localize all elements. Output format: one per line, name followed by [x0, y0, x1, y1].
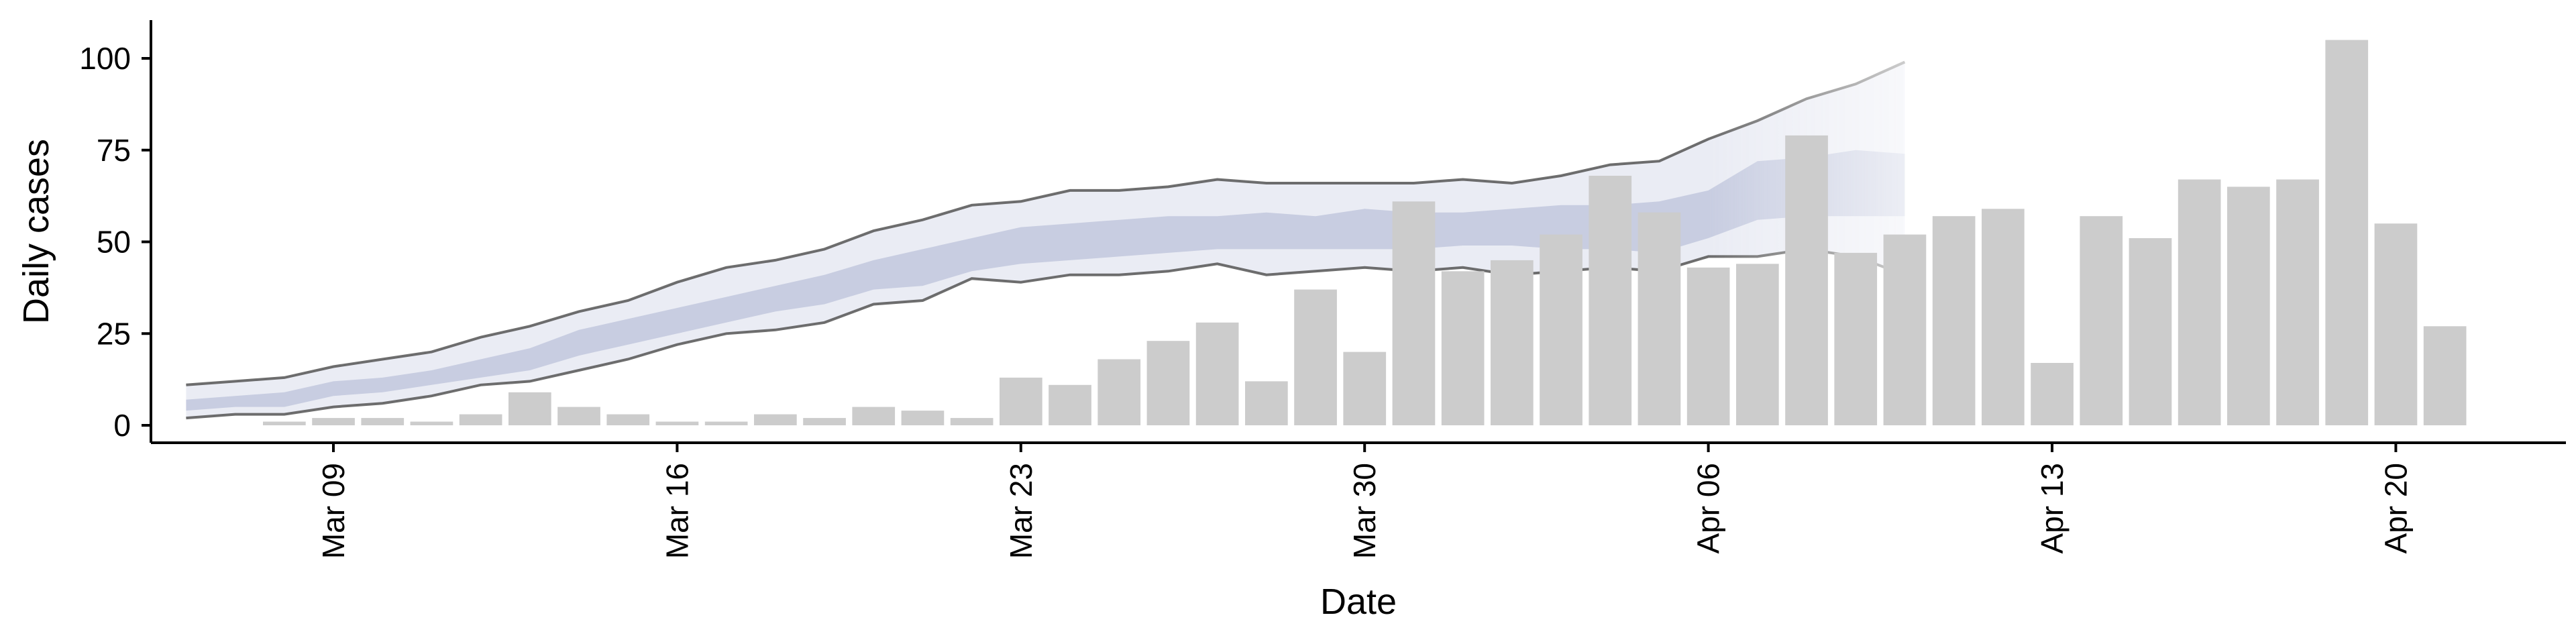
bar-2020-04-16: [2178, 179, 2221, 425]
estimate-inner-band: [186, 150, 1905, 411]
bar-2020-04-20: [2374, 223, 2418, 425]
labels-layer: 0 25 50 75 100 Mar 09 Mar 16 Mar 23 Mar 30 Apr 06…: [16, 41, 2413, 622]
bar-2020-04-09: [1834, 252, 1878, 425]
bar-2020-03-14: [557, 407, 600, 425]
bar-2020-03-12: [459, 414, 502, 425]
bar-2020-03-30: [1343, 352, 1387, 425]
bar-2020-03-18: [754, 414, 797, 425]
y-axis-title: Daily cases: [16, 139, 56, 324]
bars-layer: [263, 40, 2467, 426]
y-tick-label: 25: [97, 316, 131, 351]
bar-2020-04-15: [2129, 238, 2172, 425]
bar-2020-04-21: [2423, 326, 2467, 425]
bar-2020-04-07: [1736, 264, 1779, 425]
y-tick-label: 0: [113, 408, 131, 443]
x-tick-label: Mar 16: [659, 463, 694, 559]
bar-2020-03-19: [803, 418, 846, 425]
bar-2020-03-20: [852, 407, 896, 425]
bar-2020-03-11: [410, 421, 453, 425]
bar-2020-03-25: [1097, 359, 1141, 425]
bar-2020-03-21: [901, 411, 945, 425]
estimate-outer-band: [186, 62, 1905, 419]
x-tick-label: Apr 06: [1691, 463, 1726, 554]
bar-2020-03-23: [1000, 377, 1042, 425]
bar-2020-03-31: [1392, 201, 1436, 425]
bar-2020-04-19: [2325, 40, 2369, 426]
bar-2020-03-16: [655, 421, 699, 425]
bar-2020-04-08: [1785, 135, 1828, 425]
estimate-upper-bound-line: [186, 60, 1906, 386]
bar-2020-03-28: [1245, 381, 1288, 425]
bar-2020-03-13: [508, 392, 551, 425]
bar-2020-04-02: [1491, 260, 1534, 425]
bar-2020-04-18: [2276, 179, 2319, 425]
bar-2020-04-17: [2227, 186, 2270, 425]
bar-2020-04-04: [1589, 176, 1632, 425]
bar-2020-04-10: [1883, 234, 1927, 425]
bar-2020-04-14: [2080, 216, 2123, 425]
bar-2020-03-17: [704, 421, 748, 425]
x-tick-label: Mar 23: [1004, 463, 1038, 559]
bar-2020-04-06: [1686, 267, 1730, 425]
x-tick-label: Apr 20: [2378, 463, 2413, 554]
bar-2020-03-24: [1049, 384, 1091, 425]
x-tick-label: Apr 13: [2035, 463, 2070, 554]
bar-2020-03-27: [1195, 322, 1239, 425]
x-tick-label: Mar 30: [1347, 463, 1382, 559]
bar-2020-03-26: [1146, 341, 1190, 425]
axes-layer: [142, 20, 2566, 452]
bar-2020-04-13: [2031, 363, 2074, 425]
bar-2020-04-12: [1982, 209, 2025, 425]
y-tick-label: 75: [97, 133, 131, 168]
bar-2020-03-09: [312, 418, 355, 425]
bar-2020-04-11: [1932, 216, 1976, 425]
bar-2020-03-15: [606, 414, 650, 425]
bar-2020-03-08: [263, 421, 306, 425]
bar-2020-04-03: [1540, 234, 1582, 425]
bar-2020-03-29: [1294, 289, 1337, 425]
x-axis-title: Date: [1320, 582, 1397, 622]
bar-2020-04-05: [1638, 212, 1681, 425]
y-tick-label: 100: [79, 41, 131, 76]
bar-2020-03-22: [950, 418, 994, 425]
bar-2020-03-10: [361, 418, 405, 425]
x-tick-label: Mar 09: [316, 463, 351, 559]
bar-2020-04-01: [1441, 271, 1485, 425]
y-tick-label: 50: [97, 225, 131, 260]
